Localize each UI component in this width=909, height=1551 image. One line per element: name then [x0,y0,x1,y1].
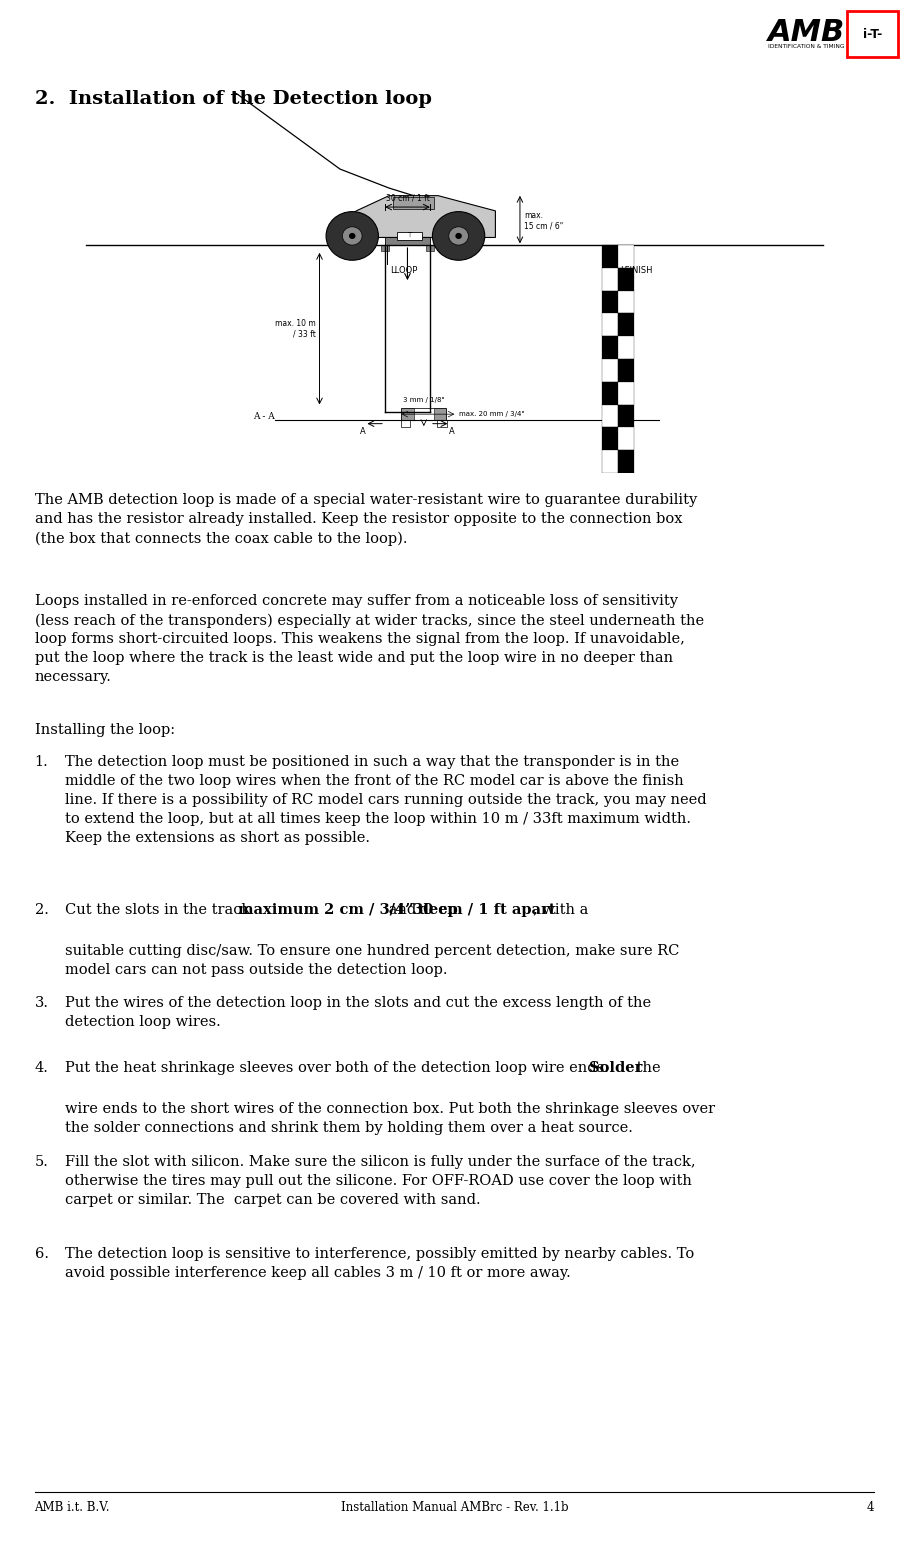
Bar [618,428,634,450]
Text: 5.: 5. [35,1155,48,1169]
FancyBboxPatch shape [847,11,898,57]
Text: 6.: 6. [35,1247,48,1261]
Bar [602,313,618,337]
Text: A - A: A - A [253,411,275,420]
Bar [618,405,634,428]
Bar [618,268,634,290]
Circle shape [455,233,462,239]
Circle shape [433,211,484,261]
Bar [602,382,618,405]
Bar [618,290,634,313]
Bar [401,420,410,428]
Text: i-T-: i-T- [863,28,883,40]
Text: , with a: , with a [533,903,588,917]
Circle shape [326,211,378,261]
Bar [414,408,435,420]
Text: LFINISH: LFINISH [621,267,653,276]
Text: AMB: AMB [768,19,845,47]
Text: 1.: 1. [35,755,48,769]
Text: the: the [632,1061,660,1075]
Text: Put the wires of the detection loop in the slots and cut the excess length of th: Put the wires of the detection loop in t… [65,996,652,1028]
Text: max. 10 m
/ 33 ft: max. 10 m / 33 ft [275,320,315,338]
Polygon shape [332,195,495,237]
Bar [602,290,618,313]
Text: 2.  Installation of the Detection loop: 2. Installation of the Detection loop [35,90,432,109]
Text: The detection loop is sensitive to interference, possibly emitted by nearby cabl: The detection loop is sensitive to inter… [65,1247,694,1280]
Bar [402,408,446,420]
Bar [618,360,634,382]
Text: Installation Manual AMBrc - Rev. 1.1b: Installation Manual AMBrc - Rev. 1.1b [341,1501,568,1514]
Polygon shape [393,197,435,208]
Text: max. 20 mm / 3/4": max. 20 mm / 3/4" [458,411,524,417]
Text: suitable cutting disc/saw. To ensure one hundred percent detection, make sure RC: suitable cutting disc/saw. To ensure one… [65,945,680,977]
Text: The detection loop must be positioned in such a way that the transponder is in t: The detection loop must be positioned in… [65,755,707,845]
Bar [618,450,634,473]
Bar [602,428,618,450]
Bar [602,245,618,268]
Text: 30 cm / 1 ft apart: 30 cm / 1 ft apart [413,903,555,917]
Circle shape [349,233,355,239]
Bar [602,450,618,473]
Text: 2.: 2. [35,903,48,917]
Text: A: A [449,428,454,436]
Text: maximum 2 cm / 3/4” deep: maximum 2 cm / 3/4” deep [238,903,458,917]
Text: 4: 4 [867,1501,874,1514]
Text: max.
15 cm / 6": max. 15 cm / 6" [524,211,564,230]
Text: Loops installed in re-enforced concrete may suffer from a noticeable loss of sen: Loops installed in re-enforced concrete … [35,594,704,684]
Bar [602,337,618,360]
Text: 3 mm / 1/8": 3 mm / 1/8" [403,397,445,403]
Text: Solder: Solder [589,1061,643,1075]
Bar [618,313,634,337]
Text: IDENTIFICATION & TIMING: IDENTIFICATION & TIMING [768,43,844,50]
Circle shape [343,226,362,245]
Bar [602,405,618,428]
Bar [425,245,435,251]
Bar [437,420,447,428]
Bar [397,233,422,240]
Text: and: and [384,903,421,917]
Text: The AMB detection loop is made of a special water-resistant wire to guarantee du: The AMB detection loop is made of a spec… [35,493,697,546]
Bar [618,382,634,405]
Text: 4.: 4. [35,1061,48,1075]
Bar [381,245,389,251]
Bar [618,245,634,268]
Text: Installing the loop:: Installing the loop: [35,723,175,737]
Bar [618,337,634,360]
Text: AMB i.t. B.V.: AMB i.t. B.V. [35,1501,110,1514]
Bar [602,360,618,382]
Text: 3.: 3. [35,996,48,1010]
Text: 30 cm / 1 ft: 30 cm / 1 ft [385,194,429,203]
Text: wire ends to the short wires of the connection box. Put both the shrinkage sleev: wire ends to the short wires of the conn… [65,1103,715,1135]
Bar [602,268,618,290]
Text: Cut the slots in the track: Cut the slots in the track [65,903,255,917]
Circle shape [449,226,468,245]
Text: ⊤: ⊤ [406,233,413,239]
Text: LLOOP: LLOOP [390,267,417,276]
Text: Put the heat shrinkage sleeves over both of the detection loop wire ends.: Put the heat shrinkage sleeves over both… [65,1061,614,1075]
Text: Fill the slot with silicon. Make sure the silicon is fully under the surface of : Fill the slot with silicon. Make sure th… [65,1155,696,1207]
Text: A: A [360,428,365,436]
Bar [385,234,430,245]
